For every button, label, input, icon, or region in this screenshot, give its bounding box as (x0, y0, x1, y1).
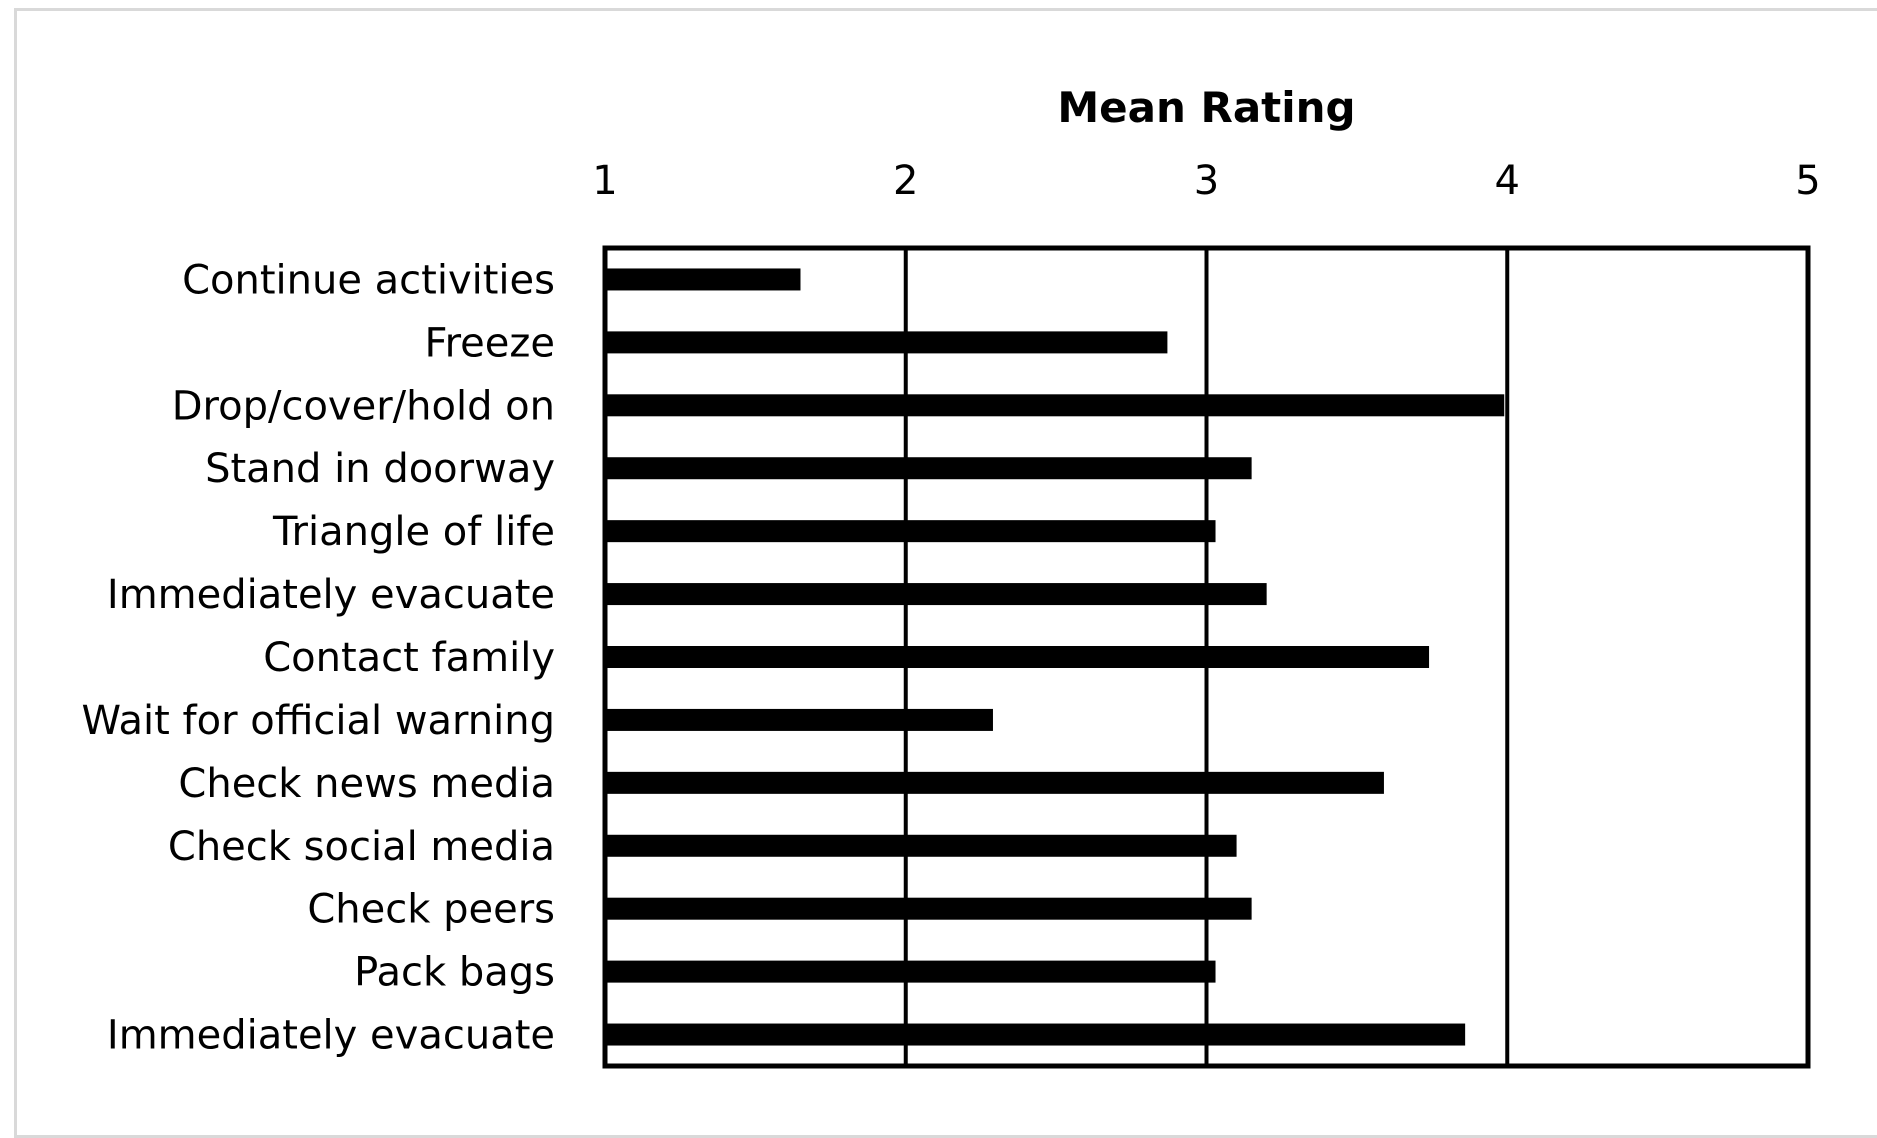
x-axis-title: Mean Rating (1057, 83, 1355, 132)
x-tick-labels: 1 2 3 4 5 (592, 158, 1820, 204)
category-label: Continue activities (182, 257, 555, 303)
bar (605, 646, 1430, 668)
bar (605, 834, 1237, 857)
x-tick-label: 5 (1795, 158, 1820, 204)
x-tick-label: 3 (1194, 158, 1219, 204)
x-tick-label: 4 (1495, 158, 1520, 204)
category-label: Contact family (263, 635, 555, 681)
plot-area-border (602, 245, 1811, 1069)
x-tick-label: 1 (592, 158, 617, 204)
category-label: Check social media (168, 824, 555, 870)
x-tick-label: 2 (893, 158, 918, 204)
bar (605, 331, 1168, 354)
bar (605, 960, 1216, 983)
category-label: Wait for official warning (82, 698, 556, 744)
category-label: Pack bags (354, 950, 555, 996)
chart-frame (14, 8, 1877, 1138)
category-label: Stand in doorway (205, 446, 555, 492)
category-label: Freeze (425, 320, 556, 366)
bar (605, 457, 1252, 480)
bars (605, 268, 1505, 1046)
bar (605, 771, 1384, 794)
bar (605, 583, 1267, 606)
bar (605, 520, 1216, 543)
category-label: Check peers (307, 887, 555, 933)
category-label: Immediately evacuate (107, 1013, 555, 1059)
bar (605, 708, 993, 731)
bar (605, 1023, 1466, 1046)
bar (605, 394, 1505, 417)
category-label: Drop/cover/hold on (172, 383, 555, 429)
category-label: Triangle of life (272, 509, 555, 555)
category-label: Check news media (178, 761, 555, 807)
bar (605, 268, 801, 291)
bar (605, 897, 1252, 920)
category-label: Immediately evacuate (107, 572, 555, 618)
category-labels: Continue activities Freeze Drop/cover/hold… (82, 257, 556, 1058)
